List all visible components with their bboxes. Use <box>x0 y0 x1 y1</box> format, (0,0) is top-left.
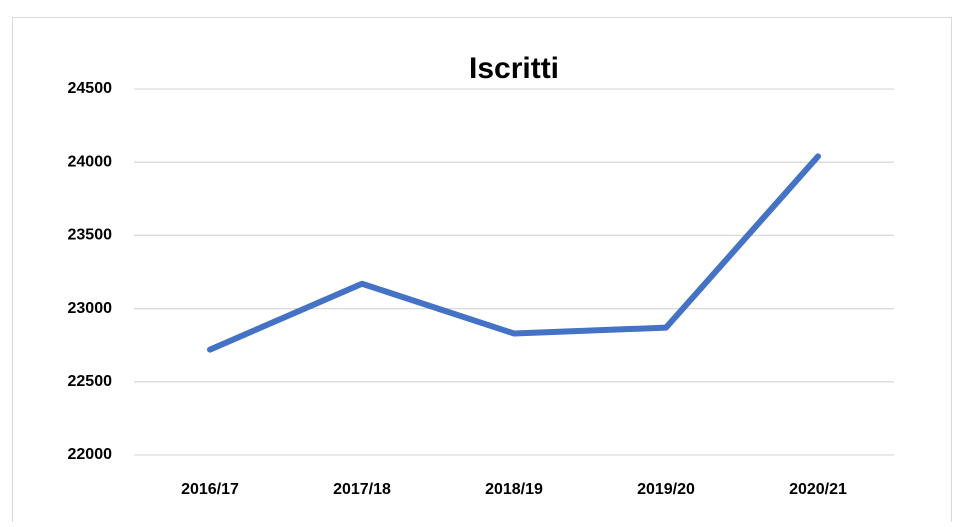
x-tick-label: 2016/17 <box>181 481 239 498</box>
y-tick-label: 22000 <box>68 446 113 463</box>
y-tick-label: 24000 <box>68 153 113 170</box>
y-tick-label: 23500 <box>68 227 113 244</box>
x-tick-label: 2019/20 <box>637 481 695 498</box>
chart-title: Iscritti <box>469 52 559 85</box>
line <box>207 153 821 353</box>
y-tick-label: 24500 <box>68 80 113 97</box>
chart-frame <box>12 17 952 527</box>
y-tick-label: 22500 <box>68 373 113 390</box>
x-tick-label: 2018/19 <box>485 481 543 498</box>
x-tick-label: 2017/18 <box>333 481 391 498</box>
x-tick-label: 2020/21 <box>789 481 847 498</box>
y-tick-label: 23000 <box>68 300 113 317</box>
